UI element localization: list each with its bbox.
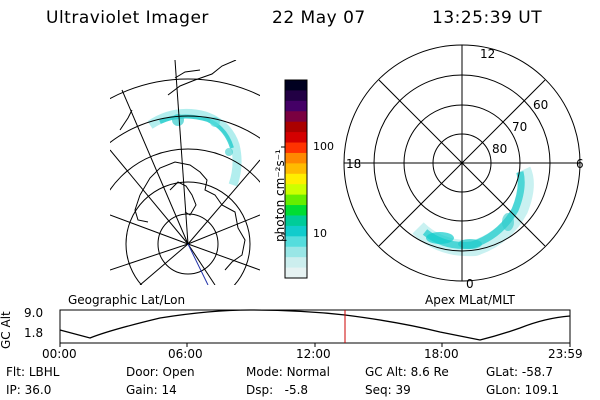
time-label: 13:25:39 UT — [432, 8, 543, 28]
sub-satellite-track — [187, 243, 209, 285]
mlt-label-6: 6 — [576, 157, 584, 171]
status-gain: Gain: 14 — [126, 383, 177, 397]
altitude-x-ticks — [59, 343, 571, 347]
colorbar-segment — [285, 152, 307, 164]
altitude-xtick-0000: 00:00 — [42, 347, 77, 361]
colorbar-segment — [285, 184, 307, 196]
mlat-label-70: 70 — [512, 120, 528, 134]
altitude-ytick-low: 1.8 — [24, 326, 44, 340]
mlat-label-80: 80 — [492, 142, 508, 156]
instrument-title: Ultraviolet Imager — [46, 8, 209, 28]
colorbar-segment — [285, 246, 307, 258]
colorbar-tick-10: 10 — [313, 227, 327, 240]
date-label: 22 May 07 — [272, 8, 366, 28]
status-flt: Flt: LBHL — [6, 365, 60, 379]
polar-aurora — [412, 166, 534, 257]
colorbar-segment — [285, 100, 307, 112]
polar-plot — [343, 44, 581, 282]
colorbar-segment — [285, 236, 307, 248]
geo-coastlines — [119, 60, 246, 271]
altitude-ylabel: GC Alt — [0, 311, 13, 349]
polar-panel-label: Apex MLat/MLT — [425, 293, 515, 307]
colorbar-segment — [285, 142, 307, 154]
mlt-label-0: 0 — [466, 277, 474, 291]
status-dsp: Dsp: -5.8 — [246, 383, 309, 397]
status-ip: IP: 36.0 — [6, 383, 52, 397]
colorbar-segment — [285, 80, 307, 92]
colorbar-segment — [285, 132, 307, 144]
colorbar-tick-100: 100 — [313, 140, 334, 153]
altitude-xtick-1200: 12:00 — [296, 347, 331, 361]
altitude-xtick-2359: 23:59 — [548, 347, 583, 361]
status-door: Door: Open — [126, 365, 195, 379]
status-seq: Seq: 39 — [365, 383, 411, 397]
geo-meridians — [110, 60, 260, 285]
geo-aurora — [147, 109, 242, 187]
colorbar-segment — [285, 194, 307, 206]
colorbar-segment — [285, 215, 307, 227]
colorbar-segment — [285, 257, 307, 269]
colorbar-segment — [285, 225, 307, 237]
colorbar-segment — [285, 163, 307, 175]
altitude-curve — [59, 309, 571, 341]
status-gc-alt: GC Alt: 8.6 Re — [365, 365, 449, 379]
colorbar-segment — [285, 121, 307, 133]
colorbar-segment — [285, 90, 307, 102]
mlt-label-12: 12 — [480, 47, 496, 61]
colorbar — [281, 79, 308, 279]
altitude-xtick-1800: 18:00 — [424, 347, 459, 361]
colorbar-segment — [285, 111, 307, 123]
geo-panel-label: Geographic Lat/Lon — [68, 293, 186, 307]
colorbar-segment — [285, 267, 307, 279]
colorbar-segment — [285, 173, 307, 185]
mlt-label-18: 18 — [346, 157, 362, 171]
altitude-xtick-0600: 06:00 — [168, 347, 203, 361]
colorbar-segment — [285, 205, 307, 217]
geo-map — [110, 60, 260, 285]
altitude-plot — [59, 309, 571, 347]
status-glon: GLon: 109.1 — [486, 383, 559, 397]
status-mode: Mode: Normal — [246, 365, 330, 379]
colorbar-unit-label: photon cm⁻²s⁻¹ — [273, 149, 287, 242]
mlat-label-60: 60 — [533, 98, 549, 112]
status-glat: GLat: -58.7 — [486, 365, 553, 379]
altitude-ytick-high: 9.0 — [24, 306, 44, 320]
polar-diagonal-2 — [378, 79, 546, 247]
